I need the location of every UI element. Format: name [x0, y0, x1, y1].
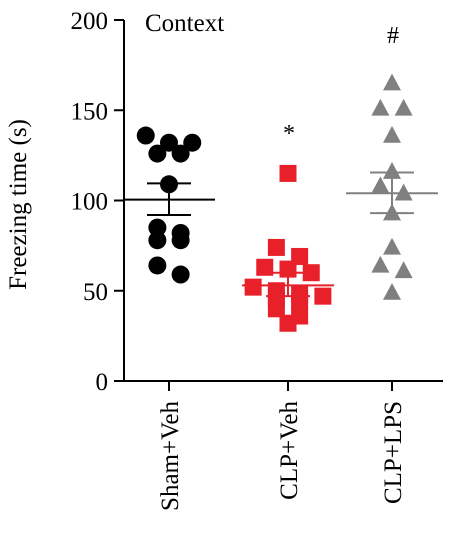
data-point: [160, 133, 178, 152]
data-point: [148, 231, 167, 250]
data-point: [394, 98, 413, 116]
data-point: [291, 293, 309, 311]
data-point: [256, 258, 274, 276]
data-point: [383, 282, 401, 300]
x-ticks: Sham+Veh CLP+Veh CLP+LPS: [157, 381, 407, 511]
significance-marker: *: [283, 121, 295, 147]
data-point: [171, 265, 190, 284]
data-point: [279, 314, 297, 332]
y-ticks: 0 50 100 150 200: [71, 8, 124, 396]
y-tick-label: 100: [71, 189, 109, 216]
data-point: [394, 261, 413, 279]
data-point: [171, 231, 190, 250]
plot-area: *#: [123, 23, 438, 332]
x-tick-label: CLP+LPS: [380, 401, 407, 504]
data-point: [183, 133, 202, 152]
data-point: [383, 162, 401, 179]
y-tick-label: 150: [71, 98, 109, 125]
data-point: [302, 264, 320, 282]
data-point: [267, 238, 285, 256]
y-tick-label: 200: [71, 8, 109, 35]
data-point: [314, 287, 332, 305]
y-tick-label: 0: [96, 369, 109, 396]
series-group: #: [346, 23, 438, 300]
series-group: [123, 126, 215, 284]
data-point: [267, 300, 285, 318]
chart-title: Context: [145, 10, 224, 37]
data-point: [244, 278, 262, 296]
y-tick-label: 50: [83, 279, 108, 306]
data-point: [171, 144, 190, 163]
data-point: [371, 255, 390, 273]
data-point: [279, 164, 297, 182]
x-tick-label: CLP+Veh: [276, 401, 303, 500]
x-tick-label: Sham+Veh: [157, 401, 184, 511]
significance-marker: #: [387, 23, 399, 49]
data-point: [383, 125, 401, 143]
data-point: [394, 183, 413, 201]
data-point: [383, 73, 401, 91]
axes: 0 50 100 150 200 Sham+Veh CLP+Veh CLP+LPS: [71, 8, 443, 511]
y-axis-title: Freezing time (s): [5, 119, 32, 290]
data-point: [148, 218, 167, 237]
data-point: [371, 176, 390, 194]
series-group: *: [242, 121, 334, 332]
data-point: [371, 98, 390, 116]
data-point: [148, 256, 167, 275]
data-point: [383, 237, 401, 255]
data-point: [136, 126, 155, 145]
data-point: [148, 144, 167, 163]
